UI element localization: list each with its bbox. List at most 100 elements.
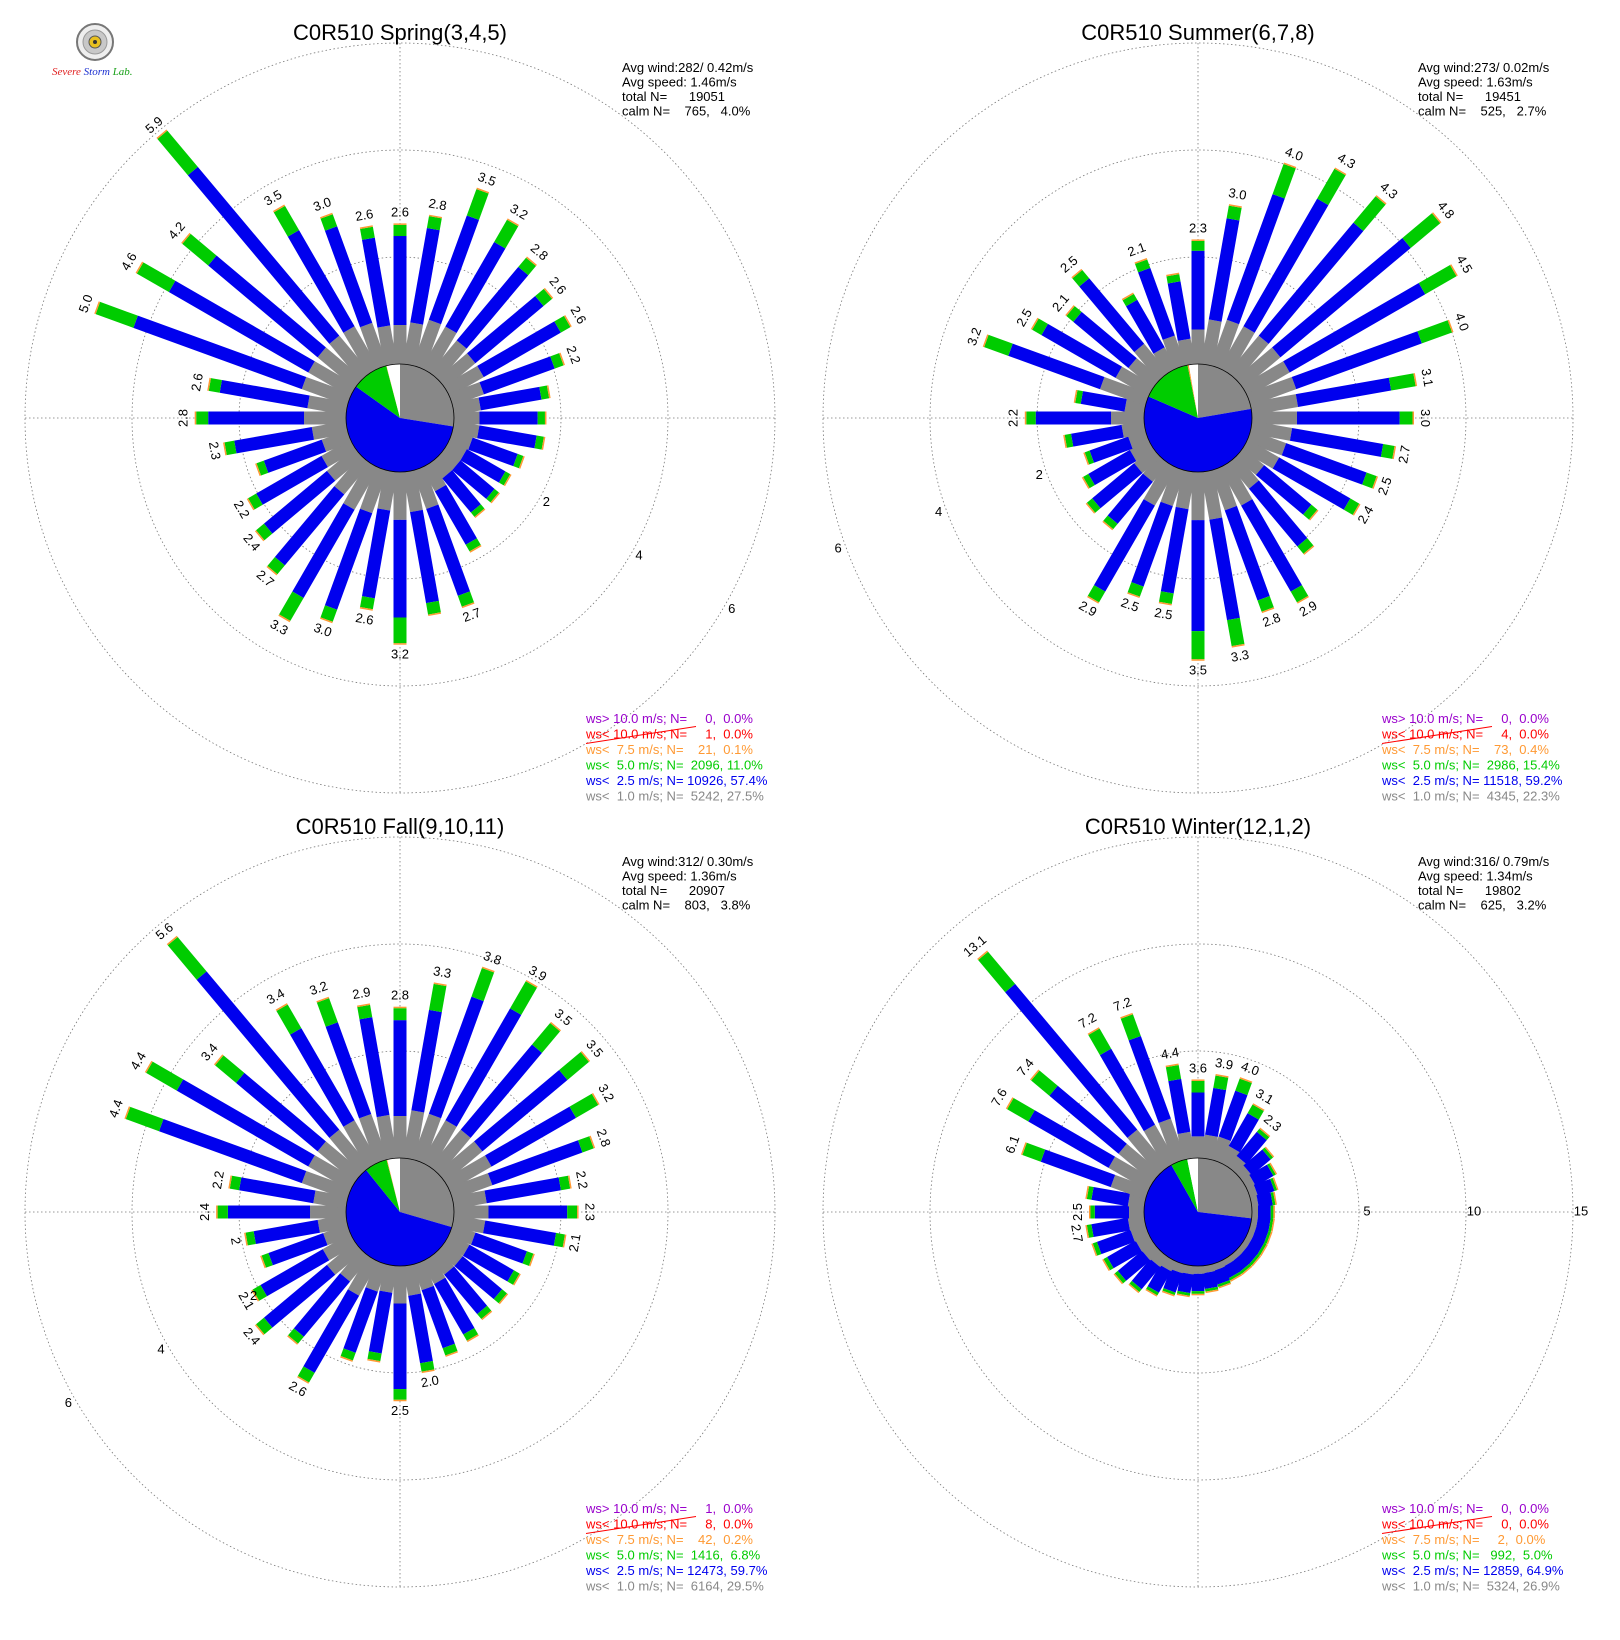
- stats-line: calm N= 625, 3.2%: [1418, 898, 1547, 913]
- bar-segment-lt5: [1266, 1163, 1276, 1176]
- bar-segment-lt5: [136, 262, 176, 293]
- bar-segment-lt2_5: [1272, 238, 1411, 358]
- bar-segment-lt7_5: [1352, 503, 1361, 516]
- logo-word-storm: Storm: [83, 66, 110, 78]
- bar-segment-lt1: [377, 325, 398, 366]
- bar-segment-lt2_5: [1028, 1110, 1116, 1168]
- bar-segment-lt5: [1072, 269, 1090, 287]
- bar-segment-lt5: [477, 1305, 492, 1320]
- pie-slice-lt5: [1171, 1159, 1198, 1212]
- bar-segment-lt7_5: [246, 498, 255, 511]
- bar-value-label: 5.9: [142, 113, 165, 136]
- bar-segment-lt1: [311, 420, 348, 440]
- legend-entry: ws> 10.0 m/s; N= 0, 0.0%: [1381, 1501, 1549, 1516]
- ring-value-label: 6: [834, 540, 841, 555]
- bar-segment-lt7_5: [254, 530, 265, 542]
- lab-logo: Severe Storm Lab.: [52, 22, 138, 84]
- bar-segment-lt5: [494, 219, 519, 249]
- bar-segment-lt1: [322, 1233, 357, 1261]
- legend-entry: ws> 10.0 m/s; N= 1, 0.0%: [585, 1501, 753, 1516]
- bar-segment-lt5: [1114, 1270, 1127, 1284]
- bar-segment-lt1: [326, 1241, 363, 1275]
- bar-segment-lt5: [1213, 1075, 1229, 1091]
- pie-outline: [1143, 1157, 1253, 1267]
- bar-segment-lt1: [1235, 1241, 1249, 1256]
- bar-segment-lt2_5: [1079, 278, 1145, 353]
- bar-segment-lt7_5: [1113, 1273, 1124, 1285]
- bar-segment-lt2_5: [1231, 1253, 1250, 1272]
- pie-slice-calm: [386, 364, 400, 418]
- bar-segment-lt1: [1134, 343, 1169, 381]
- bar-segment-lt5: [1092, 1241, 1102, 1256]
- bar-segment-lt5: [1086, 1224, 1094, 1238]
- bar-segment-lt2_5: [234, 426, 315, 454]
- bar-segment-lt5: [426, 600, 441, 615]
- bar-segment-lt2_5: [1125, 299, 1165, 354]
- bar-segment-lt2_5: [1291, 331, 1422, 390]
- bar-segment-lt1: [329, 335, 371, 381]
- bar-segment-lt5: [1103, 1256, 1114, 1271]
- bar-segment-lt7_5: [1091, 1243, 1098, 1257]
- pie-outline: [345, 1157, 455, 1267]
- bar-segment-lt2_5: [1117, 1250, 1151, 1281]
- bar-segment-lt1: [443, 1155, 492, 1191]
- bar-segment-lt2_5: [411, 1009, 442, 1113]
- bar-value-label: 3.3: [432, 963, 452, 981]
- bar-segment-lt2_5: [445, 241, 506, 333]
- bar-segment-lt5: [518, 257, 536, 276]
- bar-value-label: 2.6: [188, 372, 206, 392]
- ring-value-label: 6: [65, 1395, 72, 1410]
- bar-segment-lt2_5: [1089, 436, 1133, 463]
- bar-segment-lt7_5: [1065, 305, 1075, 317]
- legend-entry: ws< 5.0 m/s; N= 2096, 11.0%: [585, 758, 763, 773]
- bar-segment-lt2_5: [1147, 1264, 1172, 1293]
- bar-segment-lt2_5: [445, 1008, 522, 1127]
- bar-value-label: 4.0: [1283, 144, 1305, 164]
- bar-segment-lt1: [1219, 461, 1253, 506]
- bar-segment-lt7_5: [254, 1324, 265, 1336]
- bar-segment-lt7_5: [528, 1253, 535, 1267]
- bar-segment-lt5: [1007, 1098, 1035, 1122]
- bar-segment-lt7_5: [1251, 1255, 1262, 1267]
- windrose-panel: 2.33.04.0 4.34.34.84.54.03.13.02.72.52.42…: [822, 20, 1574, 804]
- chart-title: C0R510 Spring(3,4,5): [293, 20, 507, 45]
- bar-segment-lt2_5: [325, 1022, 372, 1119]
- bar-segment-lt2_5: [1049, 1085, 1127, 1154]
- grid-ring: [822, 42, 1574, 794]
- bar-segment-lt5: [1380, 444, 1395, 459]
- bar-segment-lt7_5: [1128, 1283, 1140, 1294]
- bar-segment-lt5: [1228, 1271, 1242, 1281]
- bar-segment-lt2_5: [1099, 1048, 1156, 1132]
- bar-segment-lt7_5: [1087, 1027, 1100, 1036]
- bar-segment-lt2_5: [263, 470, 336, 534]
- bar-value-label: 3.9: [1214, 1055, 1234, 1073]
- bar-segment-lt5: [167, 936, 207, 980]
- bar-segment-lt7_5: [1261, 607, 1275, 614]
- bar-segment-lt5: [182, 233, 217, 266]
- legend-strike: [585, 726, 697, 744]
- bar-segment-lt5: [465, 538, 481, 552]
- bar-segment-lt1: [412, 1260, 434, 1291]
- bar-value-label: 6.1: [1002, 1133, 1022, 1155]
- bar-segment-lt5: [1086, 1186, 1094, 1200]
- bar-segment-lt5: [256, 460, 269, 476]
- bar-segment-lt1: [1250, 1195, 1259, 1210]
- bar-value-label: 2.1: [1049, 291, 1072, 314]
- bar-segment-lt7_5: [591, 1093, 600, 1106]
- bar-segment-lt7_5: [260, 1255, 267, 1269]
- bar-segment-lt2_5: [263, 439, 327, 473]
- bar-segment-lt2_5: [287, 230, 355, 333]
- bar-segment-lt7_5: [977, 950, 989, 961]
- lab-seal-icon: [76, 23, 114, 61]
- bar-segment-lt5: [273, 205, 300, 237]
- bar-segment-lt7_5: [1081, 476, 1090, 489]
- bar-segment-lt2_5: [260, 1249, 330, 1297]
- bar-segment-lt2_5: [454, 1256, 503, 1300]
- bar-segment-lt5: [1075, 390, 1083, 404]
- bar-segment-lt1: [1235, 347, 1281, 389]
- bar-segment-lt2_5: [263, 1264, 336, 1328]
- bar-segment-lt2_5: [1241, 499, 1302, 592]
- bar-segment-lt7_5: [266, 565, 278, 576]
- bar-segment-lt2_5: [460, 449, 506, 483]
- bar-segment-lt7_5: [1085, 502, 1096, 514]
